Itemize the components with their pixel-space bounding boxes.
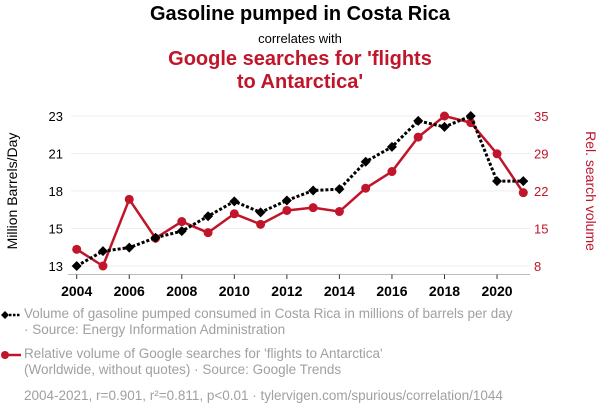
gasoline-point bbox=[308, 185, 319, 196]
google-searches-point bbox=[466, 118, 476, 128]
gasoline-point bbox=[386, 141, 397, 152]
google-searches-point bbox=[124, 194, 134, 204]
google-searches-point bbox=[439, 111, 449, 121]
gasoline-point bbox=[203, 211, 214, 222]
gasoline-point bbox=[360, 156, 371, 167]
gasoline-point bbox=[492, 176, 503, 187]
google-searches-line bbox=[76, 114, 525, 268]
legend-marker-dotted-diamond-icon bbox=[1, 311, 21, 319]
chart-title: Gasoline pumped in Costa Rica bbox=[149, 3, 451, 25]
right-tick-label: 8 bbox=[534, 259, 541, 274]
google-searches-point bbox=[177, 217, 187, 227]
left-tick-label: 23 bbox=[49, 109, 63, 124]
google-searches-point bbox=[282, 205, 292, 215]
chart-secondary-title: Google searches for 'flights to Antarcti… bbox=[0, 48, 600, 94]
gridlines bbox=[71, 115, 530, 267]
google-searches-point bbox=[334, 207, 344, 217]
chart-connector-text: correlates with bbox=[258, 31, 342, 46]
secondary-title-line1: Google searches for 'flights bbox=[168, 48, 432, 70]
gasoline-point bbox=[176, 226, 187, 237]
google-searches-point bbox=[72, 244, 82, 254]
google-searches-point bbox=[98, 261, 108, 271]
google-searches-point bbox=[229, 209, 239, 219]
legend-gasoline-line2: · Source: Energy Information Administrat… bbox=[24, 322, 286, 337]
left-tick-label: 13 bbox=[49, 259, 63, 274]
google-searches-point bbox=[387, 167, 397, 177]
x-tick-label: 2004 bbox=[61, 283, 92, 299]
x-tick-label: 2014 bbox=[324, 283, 355, 299]
gasoline-point bbox=[150, 232, 161, 243]
right-tick-label: 35 bbox=[534, 109, 548, 124]
gasoline-point bbox=[255, 207, 266, 218]
x-tick-label: 2016 bbox=[376, 283, 407, 299]
x-axis-ticks: 2004 2006 2008 2010 2012 2014 2016 2018 2020 bbox=[61, 274, 513, 299]
left-axis-ticks: 23 21 18 15 13 bbox=[49, 109, 63, 274]
google-searches-point bbox=[361, 183, 371, 193]
footer-stats: 2004-2021, r=0.901, r²=0.811, p<0.01 · t… bbox=[24, 388, 503, 403]
legend-google-line1: Relative volume of Google searches for '… bbox=[24, 346, 383, 361]
right-axis-ticks: 35 29 22 15 8 bbox=[534, 109, 548, 274]
gasoline-point bbox=[97, 246, 108, 257]
gasoline-point bbox=[124, 242, 135, 253]
x-tick-label: 2020 bbox=[481, 283, 512, 299]
gasoline-point bbox=[439, 121, 450, 132]
chart-plot: 23 21 18 15 13 35 29 22 15 8 2004 2006 2008 2010 201… bbox=[4, 109, 599, 299]
google-searches-point bbox=[256, 219, 266, 229]
left-tick-label: 15 bbox=[49, 221, 63, 236]
gasoline-point bbox=[334, 184, 345, 195]
legend-google-line2: (Worldwide, without quotes) · Source: Go… bbox=[24, 362, 342, 377]
google-searches-point bbox=[413, 132, 423, 142]
x-tick-label: 2018 bbox=[429, 283, 460, 299]
right-axis-label: Rel. search volume bbox=[583, 131, 599, 251]
google-searches-point bbox=[203, 228, 213, 238]
left-tick-label: 18 bbox=[49, 184, 63, 199]
right-tick-label: 29 bbox=[534, 147, 548, 162]
gasoline-point bbox=[229, 196, 240, 207]
gasoline-line bbox=[75, 114, 524, 268]
gasoline-point bbox=[518, 176, 529, 187]
gasoline-point bbox=[465, 111, 476, 121]
google-searches-point bbox=[308, 203, 318, 213]
x-tick-label: 2006 bbox=[114, 283, 145, 299]
right-tick-label: 22 bbox=[534, 184, 548, 199]
gasoline-point bbox=[281, 195, 292, 206]
legend-marker-red-line-circle-icon bbox=[1, 351, 21, 359]
x-tick-label: 2010 bbox=[219, 283, 250, 299]
gasoline-point bbox=[71, 261, 82, 271]
series-google-searches bbox=[72, 111, 528, 271]
x-tick-label: 2012 bbox=[271, 283, 302, 299]
google-searches-point bbox=[492, 149, 502, 159]
left-tick-label: 21 bbox=[49, 147, 63, 162]
gasoline-point bbox=[413, 115, 424, 126]
secondary-title-line2: to Antarctica' bbox=[236, 71, 364, 93]
series-gasoline bbox=[71, 111, 529, 271]
x-tick-label: 2008 bbox=[166, 283, 197, 299]
left-axis-label: Million Barrels/Day bbox=[4, 133, 20, 250]
google-searches-point bbox=[518, 188, 528, 198]
legend-gasoline-line1: Volume of gasoline pumped consumed in Co… bbox=[24, 306, 513, 321]
right-tick-label: 15 bbox=[534, 222, 548, 237]
